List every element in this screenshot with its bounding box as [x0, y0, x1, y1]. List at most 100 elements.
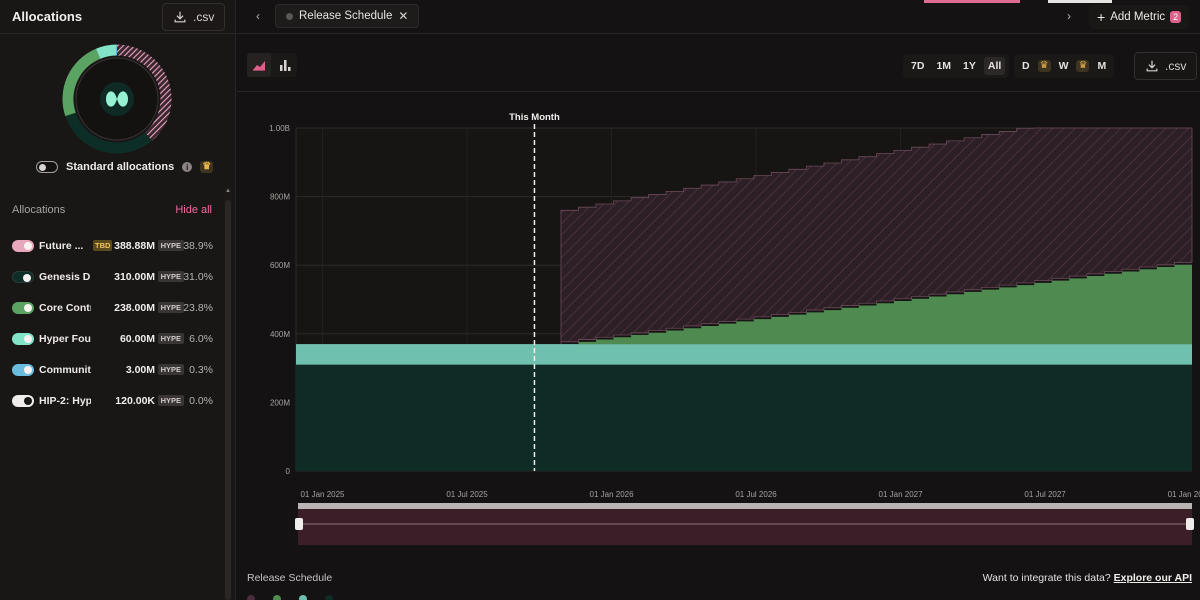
allocation-value: 3.00M [125, 363, 155, 376]
allocations-title: Allocations [12, 9, 83, 24]
release-schedule-chart[interactable]: 0 200M 400M 600M 800M 1.00B 01 Jan 2025 01 Jul … [237, 95, 1200, 575]
allocation-value: 388.88M [114, 239, 155, 252]
allocation-value: 60.00M [119, 332, 155, 345]
y-tick-label: 200M [270, 398, 290, 407]
standard-allocations-toggle[interactable] [36, 161, 58, 173]
allocation-unit: HYPE [157, 333, 184, 344]
allocation-percent: 6.0% [189, 332, 213, 345]
explore-api-link[interactable]: Explore our API [1113, 572, 1192, 584]
x-tick-label: 01 Jan 2025 [300, 490, 345, 499]
scroll-up-icon[interactable]: ▲ [225, 188, 231, 194]
crown-icon: ♛ [1076, 60, 1090, 72]
allocation-toggle[interactable] [12, 394, 34, 407]
download-icon [1146, 60, 1158, 72]
y-tick-label: 0 [286, 467, 291, 476]
donut-slice[interactable] [95, 44, 117, 59]
download-csv-button[interactable]: .csv [162, 3, 226, 31]
brush-range[interactable] [298, 509, 1192, 545]
allocation-percent: 0.0% [189, 394, 213, 407]
time-range-group: 7D 1M 1Y All [903, 54, 1010, 78]
allocation-unit: HYPE [157, 395, 184, 406]
api-cta: Want to integrate this data? Explore our… [983, 572, 1192, 584]
brush-track[interactable] [298, 503, 1192, 509]
area-chart-icon [253, 61, 265, 71]
x-tick-label: 01 Jan 2027 [879, 490, 924, 499]
allocation-toggle[interactable] [12, 301, 34, 314]
donut-slice[interactable] [65, 112, 152, 154]
x-tick-label: 01 Jul 2027 [1024, 490, 1066, 499]
donut-arcs [62, 44, 172, 154]
tab-status-dot-icon [286, 12, 293, 20]
this-month-label: This Month [509, 112, 560, 123]
x-tick-label: 01 Jan 2028 [1168, 490, 1200, 499]
tabs-back-button[interactable]: ‹ [256, 9, 260, 23]
info-icon[interactable]: i [182, 162, 193, 172]
brush-handle-left[interactable] [295, 518, 303, 530]
tabs-forward-button[interactable]: › [1067, 9, 1071, 23]
granularity-d-button[interactable]: D [1022, 60, 1030, 72]
area-chart-button[interactable] [247, 53, 271, 77]
range-all-button[interactable]: All [983, 57, 1006, 75]
allocation-toggle[interactable] [12, 363, 34, 376]
crown-icon: ♛ [1037, 60, 1051, 72]
y-tick-label: 1.00B [269, 124, 290, 133]
legend-swatch [325, 595, 333, 600]
allocation-toggle[interactable] [12, 270, 34, 283]
allocations-list-title: Allocations [12, 204, 66, 216]
allocation-unit: HYPE [157, 240, 184, 251]
chart-panel: 7D 1M 1Y All D ♛ W ♛ M .csv 0 200M 400M 600M 800M 1.… [237, 35, 1200, 600]
release-schedule-section-label: Release Schedule [247, 572, 333, 584]
allocation-percent: 38.9% [183, 239, 213, 252]
allocation-name: Core Contrib... [39, 301, 91, 314]
bar-chart-button[interactable] [273, 53, 297, 77]
x-tick-label: 01 Jul 2025 [446, 490, 488, 499]
allocation-donut-chart [62, 44, 172, 154]
range-1y-button[interactable]: 1Y [963, 60, 976, 72]
brush-handle-right[interactable] [1186, 518, 1194, 530]
area-genesis-distribution [296, 364, 1192, 471]
allocation-toggle[interactable] [12, 332, 34, 345]
allocation-value: 238.00M [114, 301, 155, 314]
allocation-value: 120.00K [115, 394, 155, 407]
donut-slice[interactable] [116, 44, 172, 141]
granularity-group: D ♛ W ♛ M [1014, 54, 1115, 78]
allocation-unit: HYPE [157, 364, 184, 375]
allocation-toggle[interactable] [12, 239, 34, 252]
allocation-name: Hyper Foun... [39, 332, 91, 345]
range-7d-button[interactable]: 7D [911, 60, 925, 72]
granularity-w-button[interactable]: W [1058, 60, 1069, 72]
allocations-scrollbar[interactable]: ▲ [224, 188, 232, 600]
chart-download-csv-button[interactable]: .csv [1134, 52, 1198, 80]
hide-all-button[interactable]: Hide all [175, 204, 212, 216]
chart-toolbar: 7D 1M 1Y All D ♛ W ♛ M .csv [237, 52, 1200, 92]
legend-swatch [273, 595, 281, 600]
tbd-badge: TBD [93, 240, 113, 251]
tab-release-schedule[interactable]: Release Schedule ✕ [275, 4, 420, 28]
close-icon[interactable]: ✕ [398, 9, 409, 23]
y-tick-label: 800M [270, 193, 290, 202]
tab-bar: ‹ Release Schedule ✕ › + Add Metric 2 [237, 0, 1200, 34]
donut-slice[interactable] [62, 48, 101, 117]
scrollbar-thumb[interactable] [225, 200, 231, 600]
granularity-m-button[interactable]: M [1097, 60, 1107, 72]
allocation-percent: 0.3% [189, 363, 213, 376]
allocation-unit: HYPE [157, 302, 184, 313]
allocations-header: Allocations .csv [0, 0, 236, 34]
x-tick-label: 01 Jan 2026 [590, 490, 635, 499]
add-metric-button[interactable]: + Add Metric 2 [1089, 5, 1190, 29]
allocation-row[interactable]: Future ... TBD 388.88M HYPE 38.9% [12, 230, 217, 261]
y-tick-label: 600M [270, 261, 290, 270]
csv-label: .csv [193, 10, 215, 24]
allocation-name: HIP-2: Hype... [39, 394, 91, 407]
add-metric-label: Add Metric [1110, 11, 1166, 23]
allocations-panel: Allocations .csv Standard allocations i … [0, 0, 236, 600]
range-1m-button[interactable]: 1M [936, 60, 952, 72]
crown-icon: ♛ [200, 161, 214, 173]
standard-allocations-label: Standard allocations [66, 161, 175, 173]
time-brush[interactable] [295, 503, 1194, 545]
